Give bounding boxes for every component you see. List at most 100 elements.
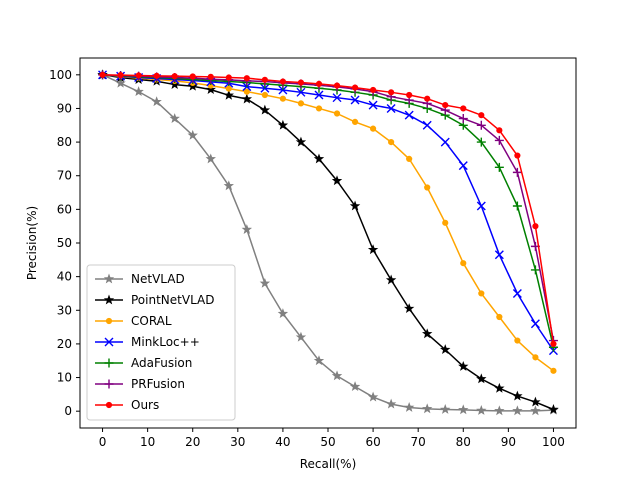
data-point-ours xyxy=(225,74,232,81)
data-point-pointnetvlad xyxy=(458,360,469,371)
data-point-pointnetvlad xyxy=(313,153,325,164)
y-tick-label: 10 xyxy=(57,371,72,385)
x-tick-label: 80 xyxy=(456,435,471,449)
data-point-ours xyxy=(189,73,196,80)
data-point-coral xyxy=(351,118,359,126)
data-point-netvlad xyxy=(403,402,415,412)
data-point-ours xyxy=(153,72,160,79)
legend-item-prfusion: PRFusion xyxy=(95,377,185,391)
data-point-minkloc xyxy=(476,201,486,211)
data-point-pointnetvlad xyxy=(494,382,505,393)
data-point-pointnetvlad xyxy=(349,200,361,211)
data-point-pointnetvlad xyxy=(530,396,541,407)
legend-label-netvlad: NetVLAD xyxy=(131,272,185,286)
legend-marker-pointnetvlad xyxy=(103,294,115,305)
data-point-minkloc xyxy=(278,85,288,95)
data-point-netvlad xyxy=(187,129,198,140)
data-point-prfusion xyxy=(512,167,522,177)
data-point-netvlad xyxy=(331,370,343,381)
data-point-coral xyxy=(297,100,305,107)
data-point-netvlad xyxy=(349,381,361,392)
data-point-pointnetvlad xyxy=(295,136,307,147)
data-point-ours xyxy=(135,72,142,79)
data-point-ours xyxy=(99,71,106,78)
series-line-minkloc xyxy=(102,74,555,352)
series-ours xyxy=(99,71,557,348)
data-point-ours xyxy=(333,82,341,89)
series-netvlad xyxy=(97,69,559,416)
legend-marker-minkloc xyxy=(104,337,114,347)
y-tick-label: 50 xyxy=(57,236,72,250)
data-point-coral xyxy=(369,125,377,132)
data-point-coral xyxy=(460,260,467,267)
data-point-netvlad xyxy=(133,86,144,97)
data-point-prfusion xyxy=(458,114,468,124)
x-tick-label: 70 xyxy=(411,435,426,449)
data-point-coral xyxy=(532,354,539,361)
data-point-minkloc xyxy=(440,137,450,147)
data-point-coral xyxy=(478,290,485,297)
data-point-ours xyxy=(496,127,503,134)
legend-item-adafusion: AdaFusion xyxy=(95,356,192,370)
y-tick-label: 30 xyxy=(57,303,72,317)
data-point-pointnetvlad xyxy=(205,84,216,95)
legend-box xyxy=(86,264,236,421)
data-point-minkloc xyxy=(530,319,540,329)
data-point-netvlad xyxy=(205,153,216,164)
legend-label-coral: CORAL xyxy=(131,314,172,328)
data-point-ours xyxy=(406,91,413,99)
data-point-coral xyxy=(315,105,323,112)
data-point-minkloc xyxy=(350,95,360,105)
data-point-ours xyxy=(207,73,214,80)
data-point-netvlad xyxy=(422,403,433,414)
data-point-ours xyxy=(369,86,377,94)
data-point-adafusion xyxy=(512,201,522,211)
data-point-minkloc xyxy=(368,100,378,110)
data-point-minkloc xyxy=(422,120,432,130)
data-point-netvlad xyxy=(367,391,379,402)
legend-item-ours: Ours xyxy=(95,398,159,412)
data-point-pointnetvlad xyxy=(440,344,451,355)
data-point-ours xyxy=(388,89,395,96)
data-point-netvlad xyxy=(458,404,469,415)
data-point-minkloc xyxy=(296,87,306,97)
data-point-coral xyxy=(550,367,557,374)
data-point-netvlad xyxy=(494,405,505,416)
x-tick-label: 0 xyxy=(99,435,107,449)
data-point-minkloc xyxy=(458,161,468,171)
y-tick-label: 90 xyxy=(57,101,72,115)
data-point-netvlad xyxy=(440,404,451,414)
data-point-coral xyxy=(388,138,395,146)
data-point-ours xyxy=(478,112,485,119)
x-tick-label: 30 xyxy=(230,435,245,449)
data-point-netvlad xyxy=(151,96,162,107)
data-point-pointnetvlad xyxy=(476,373,487,384)
data-point-netvlad xyxy=(169,113,180,123)
data-point-netvlad xyxy=(277,308,289,319)
legend-marker-prfusion xyxy=(104,379,114,389)
y-axis-label: Precision(%) xyxy=(25,206,39,280)
legend-marker-netvlad xyxy=(103,273,115,284)
series-layer xyxy=(97,69,559,416)
data-point-coral xyxy=(225,85,232,92)
data-point-netvlad xyxy=(115,77,126,88)
data-point-netvlad xyxy=(476,405,487,415)
data-point-adafusion xyxy=(476,137,486,147)
data-point-ours xyxy=(532,223,539,230)
data-point-netvlad xyxy=(530,405,541,416)
data-point-pointnetvlad xyxy=(331,175,343,186)
data-point-pointnetvlad xyxy=(367,244,379,255)
data-point-netvlad xyxy=(241,224,253,234)
x-tick-label: 40 xyxy=(275,435,290,449)
data-point-pointnetvlad xyxy=(385,274,397,285)
data-point-coral xyxy=(442,219,449,226)
data-point-ours xyxy=(261,76,268,83)
data-point-ours xyxy=(460,105,467,112)
data-point-pointnetvlad xyxy=(548,404,559,414)
data-point-prfusion xyxy=(476,120,486,130)
data-point-netvlad xyxy=(512,405,523,416)
data-point-netvlad xyxy=(385,398,397,409)
legend-marker-ours xyxy=(105,401,113,409)
data-point-ours xyxy=(442,101,449,109)
legend-item-minkloc: MinkLoc++ xyxy=(95,335,200,349)
